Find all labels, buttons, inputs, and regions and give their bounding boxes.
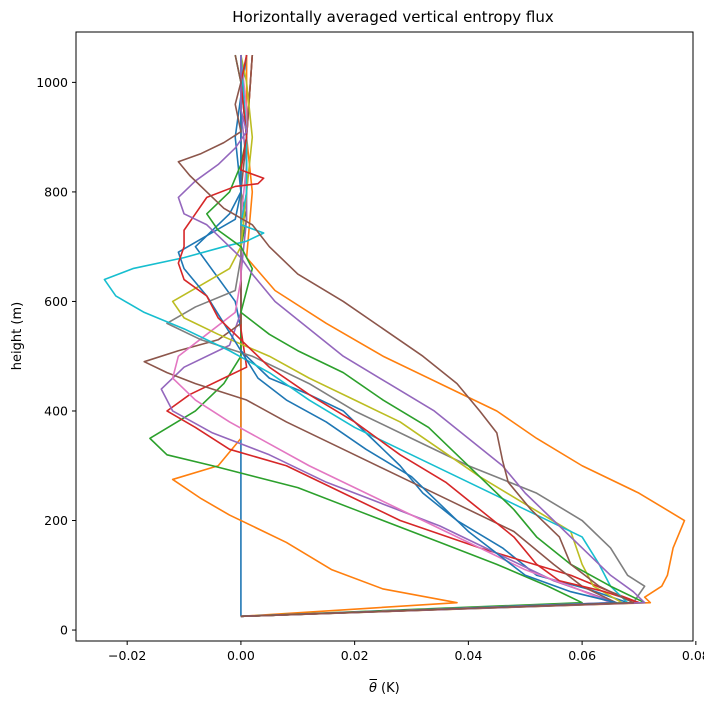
x-tick-label: 0.02	[341, 648, 369, 663]
x-axis-label: θ (K)	[369, 679, 400, 696]
y-axis-label: height (m)	[10, 302, 25, 370]
x-tick-label: 0.08	[682, 648, 704, 663]
x-axis-label-symbol: θ	[369, 681, 377, 696]
x-tick-label: 0.06	[568, 648, 596, 663]
x-tick-label: −0.02	[108, 648, 146, 663]
ticks-layer: −0.02 0.00 0.02 0.04 0.06 0.08 0 200 400 600 800 10…	[36, 75, 704, 663]
series-line-13	[177, 55, 618, 618]
y-tick-label: 1000	[36, 75, 68, 90]
y-tick-label: 800	[44, 184, 68, 199]
chart-title: Horizontally averaged vertical entropy f…	[232, 8, 554, 26]
series-layer	[103, 54, 686, 618]
plot-frame	[75, 31, 694, 642]
y-tick-label: 200	[44, 513, 68, 528]
x-axis-label-unit: (K)	[381, 681, 400, 696]
series-line-10	[166, 55, 646, 618]
y-tick-label: 0	[60, 623, 68, 638]
series-line-17	[177, 54, 635, 618]
series-line-15	[177, 54, 640, 618]
series-line-5	[149, 55, 583, 618]
x-tick-label: 0.00	[227, 648, 255, 663]
y-tick-label: 400	[44, 403, 68, 418]
series-line-16	[177, 55, 646, 618]
y-tick-label: 600	[44, 294, 68, 309]
x-tick-label: 0.04	[454, 648, 482, 663]
series-line-12	[103, 54, 629, 618]
